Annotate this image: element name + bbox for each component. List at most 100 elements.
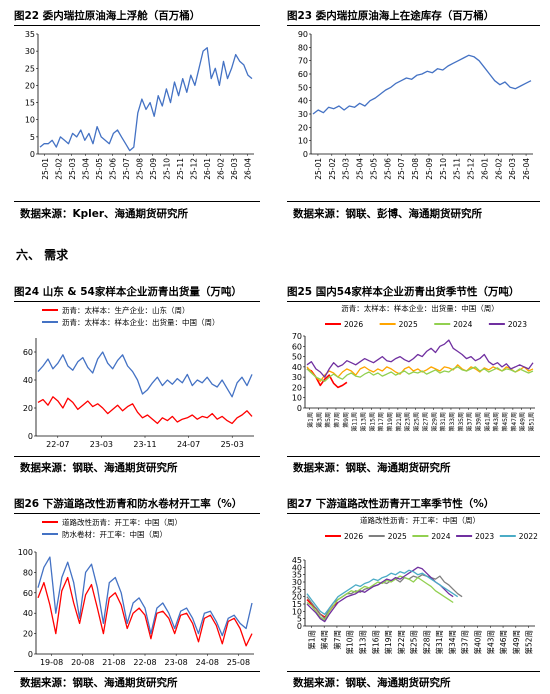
x-tick-label: 25-10 [162, 158, 171, 180]
series-line-2 [37, 351, 253, 398]
y-tick-label: 80 [23, 568, 33, 577]
y-tick-label: 45 [292, 556, 302, 565]
series-line-5 [306, 569, 459, 615]
x-tick-label: 第25周 [409, 630, 419, 655]
x-tick-label: 25-03 [342, 158, 351, 180]
chart-title: 图26 下游道路改性沥青和防水卷材开工率（%） [14, 498, 243, 510]
series-line-1 [37, 396, 253, 425]
y-tick-label: 40 [298, 97, 308, 106]
chart-panel-26: 图26 下游道路改性沥青和防水卷材开工率（%） 0 20 40 60 80 100 19-0… [14, 496, 260, 690]
x-tick-label: 25-03 [68, 158, 77, 180]
x-tick-label: 22-08 [133, 658, 156, 667]
x-tick-label: 25-07 [397, 158, 406, 180]
x-tick-label: 25-06 [108, 158, 117, 180]
source-rule [14, 456, 260, 457]
legend-label: 沥青：太样本：生产企业：山东（周） [62, 305, 190, 315]
source-rule [287, 456, 540, 457]
y-tick-label: 10 [292, 607, 302, 616]
y-tick-label: 15 [292, 600, 302, 609]
x-tick-label: 25-05 [95, 158, 104, 180]
x-tick-label: 第19周 [386, 412, 394, 432]
y-tick-label: 70 [298, 57, 308, 66]
x-tick-label: 第10周 [345, 630, 355, 655]
x-tick-label: 23-11 [133, 440, 156, 449]
x-tick-label: 第39周 [475, 412, 483, 432]
chart-c26: 0 20 40 60 80 100 19-08 20-08 21-08 22-08 23-08 24-… [18, 517, 254, 667]
y-tick-label: 10 [292, 394, 302, 403]
x-tick-label: 第35周 [457, 412, 465, 432]
x-tick-label: 23-08 [165, 658, 188, 667]
y-tick-label: 20 [23, 404, 33, 413]
x-tick-label: 26-04 [243, 158, 252, 180]
chart-title: 图23 委内瑞拉原油海上在途库存（百万桶） [287, 10, 495, 22]
legend-label: 沥青：太样本：样本企业：出货量：中国（周） [62, 317, 220, 327]
x-tick-label: 19-08 [40, 658, 63, 667]
y-tick-label: 60 [23, 348, 33, 357]
y-tick-label: 25 [292, 585, 302, 594]
x-tick-label: 第11周 [351, 412, 359, 432]
x-tick-label: 25-04 [356, 158, 365, 180]
y-tick-label: 40 [23, 376, 33, 385]
x-tick-label: 25-08 [227, 658, 250, 667]
x-tick-label: 第22周 [396, 630, 406, 655]
y-tick-label: 0 [297, 404, 302, 413]
chart-c27: 051015202530354045第1周 第4周 第7周 第10周 第13周 第16周第… [292, 515, 538, 655]
chart-title: 图27 下游道路改性沥青开工率季节性（%） [287, 498, 495, 510]
x-tick-label: 第15周 [368, 412, 376, 432]
x-tick-label: 26-04 [522, 158, 531, 180]
x-tick-label: 26-02 [494, 158, 503, 180]
series-line-1 [312, 54, 532, 115]
x-tick-label: 第43周 [485, 630, 495, 655]
y-tick-label: 60 [23, 589, 33, 598]
y-tick-label: 20 [25, 81, 35, 90]
x-tick-label: 第7周 [332, 630, 342, 650]
chart-panel-22: 图22 委内瑞拉原油海上浮舱（百万桶） 0 5 10 15 20 25 30 35 25-01 2… [14, 8, 260, 223]
legend-title: 道路改性沥青：开工率：中国（周） [360, 515, 480, 525]
chart-panel-25: 图25 国内54家样本企业沥青出货季节性（万吨） 0 10 20 30 40 50 60 70… [287, 284, 540, 474]
chart-title: 图25 国内54家样本企业沥青出货季节性（万吨） [287, 286, 520, 298]
x-tick-label: 第21周 [395, 412, 403, 432]
series-line-1 [37, 576, 253, 647]
x-tick-label: 25-10 [439, 158, 448, 180]
y-tick-label: 30 [292, 373, 302, 382]
legend-label: 2023 [508, 320, 527, 329]
x-tick-label: 25-03 [221, 440, 244, 449]
x-tick-label: 第41周 [483, 412, 491, 432]
y-tick-label: 30 [25, 47, 35, 56]
y-tick-label: 10 [298, 137, 308, 146]
x-tick-label: 第49周 [511, 630, 521, 655]
series-line-1 [39, 47, 253, 152]
x-tick-label: 22-07 [46, 440, 69, 449]
x-tick-label: 26-01 [203, 158, 212, 180]
legend-label: 2023 [475, 532, 494, 541]
x-tick-label: 25-08 [135, 158, 144, 180]
x-tick-label: 第13周 [358, 630, 368, 655]
chart-source: 数据来源：钢联、海通期货研究所 [20, 462, 178, 474]
x-tick-label: 第23周 [404, 412, 412, 432]
source-rule [14, 201, 260, 202]
legend-label: 2026 [344, 320, 363, 329]
chart-title: 图22 委内瑞拉原油海上浮舱（百万桶） [14, 10, 201, 22]
x-tick-label: 25-02 [328, 158, 337, 180]
x-tick-label: 第31周 [439, 412, 447, 432]
x-tick-label: 第34周 [447, 630, 457, 655]
x-tick-label: 20-08 [71, 658, 94, 667]
title-rule [287, 301, 540, 302]
y-tick-label: 25 [25, 64, 35, 73]
title-rule [287, 513, 540, 514]
y-tick-label: 0 [28, 432, 33, 441]
x-tick-label: 第16周 [370, 630, 380, 655]
y-tick-label: 0 [297, 622, 302, 631]
x-tick-label: 25-08 [411, 158, 420, 180]
x-tick-label: 25-02 [54, 158, 63, 180]
chart-source: 数据来源：钢联、海通期货研究所 [20, 677, 178, 689]
x-tick-label: 第17周 [377, 412, 385, 432]
y-tick-label: 40 [292, 563, 302, 572]
legend-label: 防水卷材：开工率：中国（周） [62, 529, 167, 539]
x-tick-label: 第7周 [333, 412, 341, 428]
y-tick-label: 50 [298, 83, 308, 92]
x-tick-label: 26-02 [216, 158, 225, 180]
chart-source: 数据来源：钢联、彭博、海通期货研究所 [293, 208, 482, 220]
y-tick-label: 70 [292, 332, 302, 341]
